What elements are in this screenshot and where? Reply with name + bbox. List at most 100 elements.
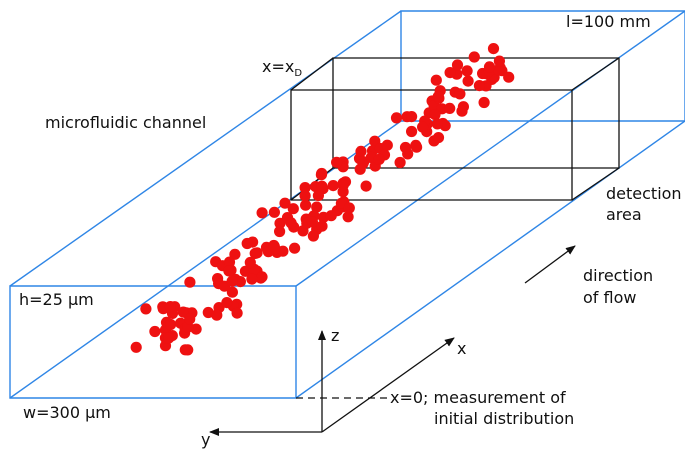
particle (342, 211, 354, 223)
particle (473, 80, 485, 92)
particle (241, 237, 253, 250)
particle (221, 297, 233, 309)
channel-top-left-edge (9, 10, 402, 287)
particle (331, 156, 343, 168)
channel-top-right-edge (295, 10, 685, 287)
particle (244, 256, 256, 269)
particle (226, 286, 238, 298)
particle (211, 309, 223, 321)
channel-end-face (400, 10, 685, 122)
particle (226, 275, 238, 287)
particle (432, 132, 445, 144)
particle (406, 111, 418, 123)
xd-label-subscript: D (294, 68, 302, 79)
particle (130, 341, 142, 353)
measurement-label-line1: x=0; measurement of (390, 388, 566, 407)
particle (299, 182, 311, 194)
particle (311, 201, 323, 213)
particle (149, 325, 161, 338)
particle (251, 247, 263, 259)
particle (487, 43, 500, 55)
particle (493, 55, 505, 67)
particle (493, 64, 505, 76)
y-axis-label: y (201, 430, 210, 449)
particle (503, 71, 515, 83)
particle (300, 199, 312, 211)
particle (182, 344, 194, 356)
channel-bottom-right-edge (295, 120, 685, 399)
particle (432, 90, 444, 102)
xd-label: x=xD (262, 57, 302, 79)
particle (229, 248, 241, 260)
flow-label-line2: of flow (583, 288, 636, 307)
particles-group (130, 43, 515, 356)
particle (316, 220, 328, 232)
particle (164, 301, 176, 313)
particle (394, 156, 406, 169)
particle (316, 180, 328, 192)
particle (444, 102, 456, 114)
particle (461, 65, 473, 77)
particle (354, 163, 366, 175)
particle (246, 273, 258, 285)
length-label: l=100 mm (566, 12, 651, 31)
height-label: h=25 µm (19, 290, 94, 309)
particle (456, 105, 468, 117)
particle (279, 197, 291, 209)
detection-label-line2: area (606, 205, 642, 224)
particle (325, 210, 337, 222)
particle (256, 271, 268, 283)
particle (411, 141, 423, 153)
detection-label-line1: detection (606, 184, 682, 203)
detection-edge-tl (290, 57, 334, 91)
detection-edge-br (571, 167, 620, 201)
particle (289, 242, 301, 254)
particle (268, 240, 280, 252)
particle (373, 153, 385, 165)
particle (316, 167, 328, 180)
particle (163, 332, 175, 344)
particle (417, 121, 429, 133)
particle (327, 180, 339, 192)
particle (468, 51, 480, 63)
particle (337, 179, 349, 191)
particle (444, 67, 456, 79)
measurement-label-line2: initial distribution (434, 409, 574, 428)
particle (223, 265, 235, 277)
particle (274, 225, 286, 238)
flow-label-line1: direction (583, 266, 653, 285)
z-axis-label: z (331, 326, 339, 345)
particle (343, 202, 355, 214)
particle (202, 306, 214, 319)
particle (239, 265, 251, 277)
particle (231, 307, 243, 319)
xd-label-main: x=x (262, 57, 294, 76)
particle (268, 206, 280, 218)
particle (381, 139, 393, 151)
particle (431, 118, 443, 130)
particle (462, 75, 474, 87)
particle (478, 96, 490, 109)
particle (165, 318, 177, 331)
particle (184, 313, 196, 325)
particle (390, 112, 403, 124)
particle (312, 190, 324, 202)
particle (234, 276, 246, 288)
particle (429, 109, 441, 121)
particle (483, 61, 496, 73)
particle (256, 207, 268, 219)
flow-direction-arrow (524, 245, 576, 284)
width-label: w=300 µm (23, 403, 111, 422)
particle (451, 59, 464, 71)
particle (355, 145, 367, 157)
channel-label: microfluidic channel (45, 113, 206, 132)
particle (306, 216, 318, 228)
particle (430, 74, 442, 86)
particle (184, 276, 196, 288)
particle (360, 180, 372, 192)
particle (223, 256, 236, 268)
particle (454, 88, 466, 100)
particle (299, 190, 311, 202)
